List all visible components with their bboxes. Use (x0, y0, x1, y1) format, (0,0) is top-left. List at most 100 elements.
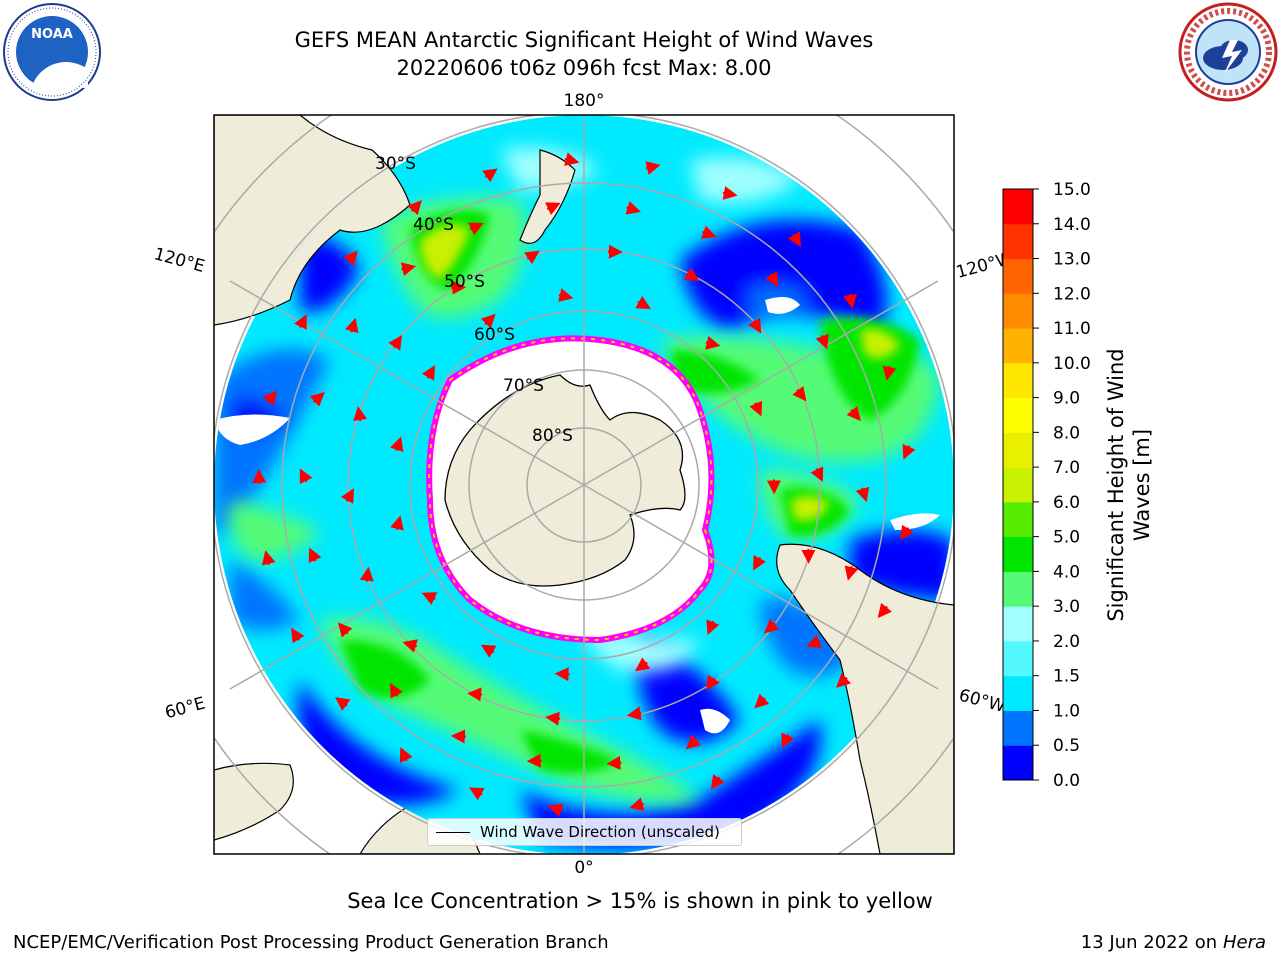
wave-direction-arrow (625, 201, 641, 215)
lon-label-60w: 60°W (957, 686, 1008, 718)
wave-direction-arrow (753, 554, 766, 571)
colorbar-band (1003, 293, 1033, 329)
noaa-logo-text: NOAA (31, 27, 73, 42)
wave-direction-arrow (469, 787, 485, 801)
colorbar-tick-label: 15.0 (1053, 180, 1091, 200)
map-frame (213, 114, 955, 855)
colorbar-tick-label: 5.0 (1053, 528, 1080, 548)
wave-direction-arrow (810, 466, 824, 483)
colorbar-band (1003, 258, 1033, 294)
wave-direction-arrow (482, 168, 498, 183)
wave-direction-arrow (390, 682, 403, 699)
wave-direction-arrow (390, 515, 404, 531)
wave-direction-arrow (836, 673, 852, 688)
wave-direction-arrow (806, 634, 822, 648)
wave-direction-arrow (450, 729, 466, 744)
wave-direction-arrow (343, 250, 358, 266)
footer-credit: NCEP/EMC/Verification Post Processing Pr… (13, 932, 609, 953)
colorbar: 0.0 0.5 1.0 1.5 2.0 3.0 4.0 5.0 6.0 7.0 8.0 9.0 10.0… (1002, 180, 1154, 791)
wave-direction-arrow (545, 202, 561, 216)
wave-direction-arrow (645, 161, 661, 175)
wave-direction-arrow (764, 618, 780, 634)
lat-label-60s: 60°S (474, 325, 515, 345)
lat-label-40s: 40°S (413, 215, 454, 235)
wave-direction-arrow (705, 335, 721, 350)
lat-label-80s: 80°S (532, 426, 573, 446)
wave-direction-arrow (480, 644, 497, 658)
wave-direction-arrow (390, 436, 404, 453)
wave-direction-arrow (545, 711, 561, 726)
wave-direction-arrow (787, 231, 802, 248)
colorbar-tick-label: 2.0 (1053, 632, 1080, 652)
wave-direction-arrow (261, 550, 276, 566)
wave-direction-arrow (421, 592, 438, 605)
wave-direction-arrow (606, 755, 622, 770)
wave-direction-arrow (340, 488, 354, 504)
colorbar-band (1003, 640, 1033, 677)
wave-direction-arrow (353, 406, 368, 422)
wave-direction-arrow (792, 386, 807, 402)
footer-host: Hera (1222, 932, 1266, 953)
colorbar-tick-label: 1.5 (1053, 667, 1080, 687)
wave-direction-arrow (468, 222, 484, 236)
lon-label-0: 0° (574, 858, 593, 878)
wave-direction-arrow (629, 797, 645, 811)
wave-direction-arrow (882, 365, 897, 381)
wave-direction-arrow (524, 250, 540, 265)
wave-direction-arrow (407, 200, 422, 216)
colorbar-tick-label: 0.0 (1053, 771, 1080, 791)
wave-direction-arrow (400, 262, 417, 277)
colorbar-band (1003, 745, 1033, 781)
wave-direction-arrow (815, 333, 829, 350)
wave-direction-arrow (844, 565, 859, 581)
wave-direction-arrow (634, 657, 651, 672)
lat-label-30s: 30°S (375, 154, 416, 174)
wave-direction-arrow (846, 405, 861, 422)
wave-direction-arrows (252, 152, 916, 817)
wave-direction-arrow (706, 619, 720, 636)
wave-direction-arrow (388, 335, 402, 351)
colorbar-tick-label: 10.0 (1053, 354, 1091, 374)
wave-direction-arrow (334, 697, 351, 711)
colorbar-band (1003, 328, 1033, 364)
colorbar-tick-label: 11.0 (1053, 319, 1091, 339)
footer-date: 13 Jun 2022 on Hera (1081, 932, 1266, 953)
colorbar-tick-label: 0.5 (1053, 736, 1080, 756)
graticule (214, 115, 954, 854)
colorbar-band (1003, 432, 1033, 468)
sea-ice-note: Sea Ice Concentration > 15% is shown in … (347, 889, 933, 913)
wave-direction-arrow (748, 317, 762, 334)
colorbar-tick-label: 4.0 (1053, 562, 1080, 582)
wave-direction-arrow (252, 468, 267, 484)
wave-direction-arrow (843, 293, 857, 309)
lon-label-60e: 60°E (163, 693, 208, 723)
colorbar-tick-label: 3.0 (1053, 597, 1080, 617)
colorbar-tick-label: 1.0 (1053, 701, 1080, 721)
wave-direction-arrow (877, 602, 892, 619)
colorbar-tick-label: 9.0 (1053, 389, 1080, 409)
lon-label-120e: 120°E (152, 244, 207, 277)
wave-direction-arrow (547, 803, 564, 817)
colorbar-band (1003, 501, 1033, 538)
map-title: GEFS MEAN Antarctic Significant Height o… (294, 28, 874, 52)
wave-direction-arrow (421, 365, 436, 381)
antarctica-landmass (444, 374, 686, 587)
colorbar-tick-label: 12.0 (1053, 284, 1091, 304)
wave-direction-arrow (309, 392, 325, 407)
wave-direction-arrow (765, 271, 779, 287)
wave-direction-arrow (754, 693, 770, 709)
wave-direction-arrow (781, 732, 795, 749)
wave-direction-arrow (262, 390, 277, 406)
lon-label-180: 180° (564, 91, 605, 111)
wave-direction-arrow (344, 317, 359, 334)
wave-direction-arrow (722, 186, 738, 200)
lat-label-70s: 70°S (503, 376, 544, 396)
legend-label: Wind Wave Direction (unscaled) (480, 823, 720, 841)
wave-direction-arrow (900, 524, 914, 541)
colorbar-tick-label: 8.0 (1053, 423, 1080, 443)
colorbar-tick-label: 6.0 (1053, 493, 1080, 513)
colorbar-band (1003, 189, 1033, 225)
colorbar-tick-label: 14.0 (1053, 215, 1091, 235)
wave-direction-arrow (294, 314, 307, 330)
